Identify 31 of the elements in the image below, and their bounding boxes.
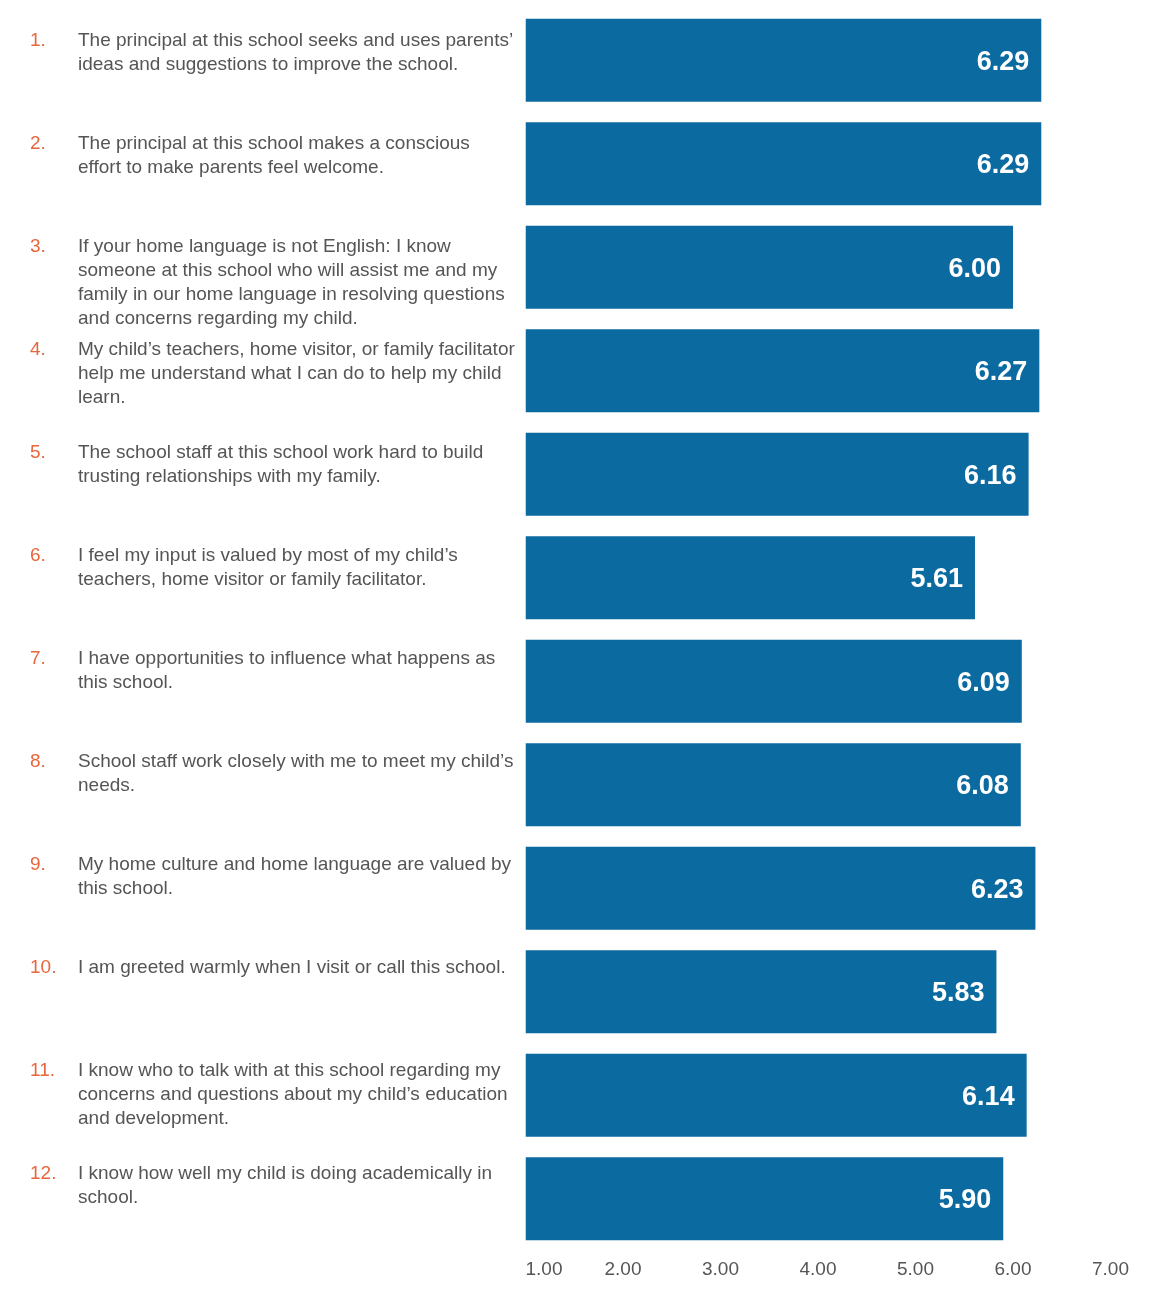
x-tick-label: 1.00 bbox=[525, 1257, 563, 1279]
category-label: 8. School staff work closely with me to meet my child’s needs. bbox=[30, 750, 514, 795]
y-tick-label: 10. I am greeted warmly when I visit or call this school. bbox=[30, 955, 507, 979]
data-label: 6.29 bbox=[976, 149, 1030, 180]
x-tick-label: 5.00 bbox=[897, 1257, 934, 1279]
category-label: 5. The school staff at this school work hard to build trusting relationships with my family. bbox=[30, 441, 484, 486]
x-tick-label: 2.00 bbox=[604, 1257, 642, 1279]
category-label: 11. I know who to talk with at this school regarding my concerns and questions about my child’s education and development. bbox=[30, 1059, 508, 1128]
category-label: 1. The principal at this school seeks and uses parents’ ideas and suggestions to improve the school. bbox=[30, 29, 513, 74]
data-label: 6.16 bbox=[964, 459, 1017, 490]
data-label: 6.08 bbox=[956, 770, 1009, 801]
x-tick-label: 3.00 bbox=[702, 1257, 739, 1279]
category-label: 3. If your home language is not English: I know someone at this school who will assist me and my family in our home language in resolving questions and concerns regarding my child. bbox=[30, 235, 505, 328]
data-label: 6.23 bbox=[970, 873, 1024, 904]
data-label: 5.83 bbox=[931, 977, 985, 1008]
category-label: 4. My child’s teachers, home visitor, or family facilitator help me understand what I can do to help my child learn. bbox=[30, 338, 515, 407]
data-label: 5.90 bbox=[938, 1184, 992, 1215]
category-label: 7. I have opportunities to influence what happens as this school. bbox=[30, 647, 496, 692]
category-label: 2. The principal at this school makes a conscious effort to make parents feel welcome. bbox=[30, 132, 470, 177]
x-tick-label: 7.00 bbox=[1092, 1257, 1129, 1279]
data-label: 6.14 bbox=[962, 1080, 1015, 1111]
x-tick-label: 6.00 bbox=[994, 1257, 1032, 1279]
data-label: 6.09 bbox=[957, 666, 1010, 697]
y-tick-label: 12. I know how well my child is doing academically in school. bbox=[30, 1161, 493, 1209]
data-label: 5.61 bbox=[910, 563, 963, 594]
category-label: 9. My home culture and home language are valued by this school. bbox=[30, 853, 512, 898]
category-label: 6. I feel my input is valued by most of my child’s teachers, home visitor or family facilitator. bbox=[30, 544, 458, 589]
x-tick-label: 4.00 bbox=[799, 1257, 837, 1279]
data-label: 6.27 bbox=[974, 356, 1028, 387]
data-label: 6.29 bbox=[976, 45, 1030, 76]
data-label: 6.00 bbox=[948, 252, 1002, 283]
